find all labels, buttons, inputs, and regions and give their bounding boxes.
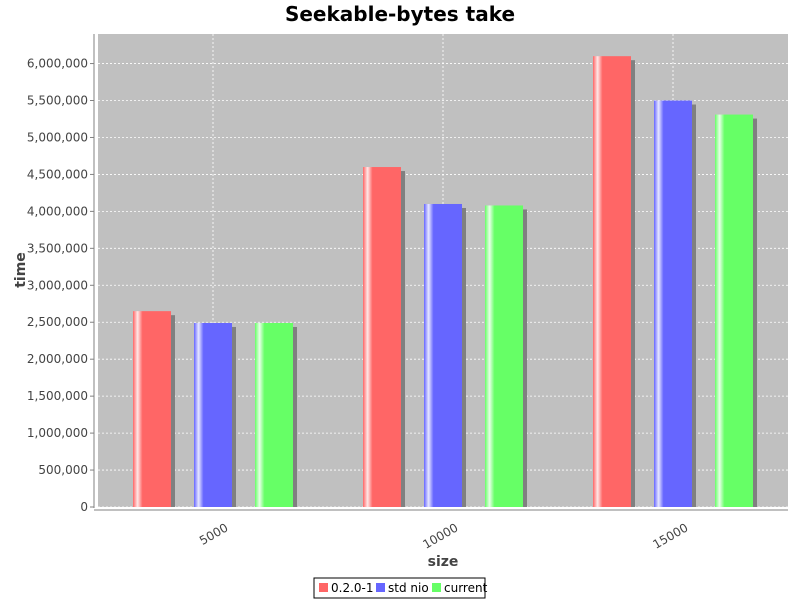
y-tick-label: 0 — [80, 500, 88, 514]
legend-swatch — [319, 583, 328, 592]
y-tick-label: 2,500,000 — [27, 315, 88, 329]
bar-std-nio-5000 — [194, 322, 232, 507]
y-tick-labels: 0 500,000 1,000,000 1,500,000 2,000,000 2,500… — [27, 57, 94, 514]
axes — [93, 34, 788, 511]
x-tick-label: 5000 — [197, 520, 230, 547]
bar-current-15000 — [715, 114, 753, 508]
y-tick-label: 6,000,000 — [27, 57, 88, 71]
legend-label: 0.2.0-1 — [331, 581, 374, 595]
legend-box — [313, 577, 486, 599]
y-tick-label: 3,500,000 — [27, 241, 88, 255]
x-tick-label: 10000 — [420, 520, 460, 551]
chart-title: Seekable-bytes take — [285, 2, 515, 26]
y-axis-label: time — [13, 252, 29, 288]
y-tick-label: 1,500,000 — [27, 389, 88, 403]
legend-label: current — [444, 581, 488, 595]
y-tick-label: 2,000,000 — [27, 352, 88, 366]
legend-label: std nio — [388, 581, 429, 595]
bar-0-2-0-1-5000 — [133, 311, 171, 507]
bar-0-2-0-1-10000 — [363, 167, 401, 507]
bar-std-nio-15000 — [654, 100, 692, 507]
bars — [133, 56, 757, 508]
x-tick-labels: 5000 10000 15000 — [197, 520, 690, 551]
bar-std-nio-10000 — [424, 203, 462, 507]
y-tick-label: 500,000 — [38, 463, 88, 477]
y-tick-label: 3,000,000 — [27, 278, 88, 292]
bar-current-10000 — [485, 205, 523, 507]
x-axis-label: size — [428, 554, 459, 570]
legend-swatch — [432, 583, 441, 592]
y-tick-label: 5,500,000 — [27, 94, 88, 108]
legend: 0.2.0-1 std nio current — [313, 577, 488, 599]
legend-swatch — [376, 583, 385, 592]
y-tick-label: 1,000,000 — [27, 426, 88, 440]
bar-0-2-0-1-15000 — [593, 56, 631, 507]
y-tick-label: 5,000,000 — [27, 130, 88, 144]
y-tick-label: 4,500,000 — [27, 167, 88, 181]
y-tick-label: 4,000,000 — [27, 204, 88, 218]
x-tick-label: 15000 — [650, 520, 690, 551]
bar-current-5000 — [255, 322, 293, 507]
